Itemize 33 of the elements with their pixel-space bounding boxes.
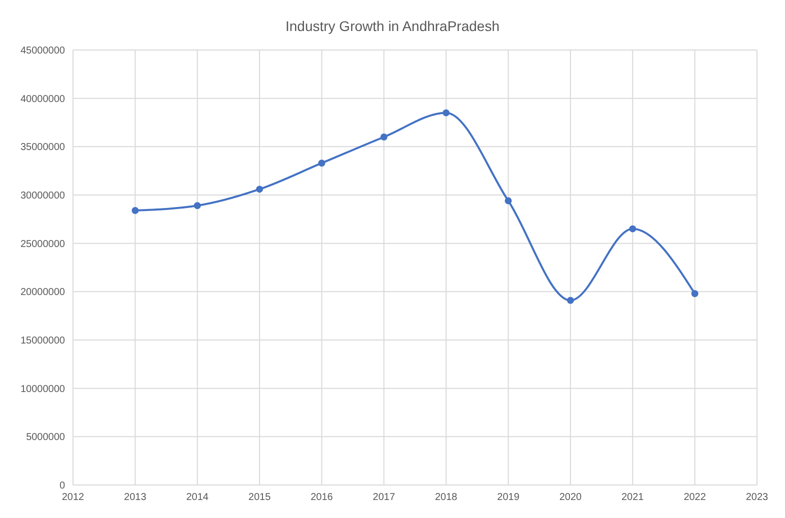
x-tick-label: 2014 xyxy=(186,492,209,504)
point xyxy=(380,134,388,140)
point xyxy=(629,225,636,232)
point xyxy=(132,206,139,214)
x-tick-label: 2015 xyxy=(248,492,272,504)
x-tick-label: 2022 xyxy=(684,492,706,504)
point xyxy=(318,160,326,167)
y-tick-label: 5000000 xyxy=(26,432,66,444)
y-tick-label: 10000000 xyxy=(20,384,66,395)
x-tick-label: 2019 xyxy=(497,492,520,504)
point xyxy=(194,202,201,210)
y-tick-label: 35000000 xyxy=(20,142,66,154)
x-tick-label: 2020 xyxy=(559,492,582,504)
x-tick-label: 2023 xyxy=(746,492,769,504)
y-tick-label: 0 xyxy=(59,480,66,492)
y-tick-label: 20000000 xyxy=(20,287,66,298)
point xyxy=(504,197,512,204)
x-tick-label: 2018 xyxy=(434,492,458,504)
y-tick-label: 30000000 xyxy=(20,190,66,202)
y-tick-label: 15000000 xyxy=(20,336,66,347)
chart-title: Industry Growth in AndhraPradesh xyxy=(284,17,500,36)
point xyxy=(691,290,698,298)
y-tick-label: 45000000 xyxy=(20,46,66,57)
point xyxy=(256,186,264,193)
y-tick-label: 40000000 xyxy=(20,94,66,105)
x-tick-label: 2012 xyxy=(62,492,85,504)
x-tick-label: 2021 xyxy=(622,492,644,504)
point xyxy=(442,109,450,116)
x-tick-label: 2016 xyxy=(310,492,334,504)
point xyxy=(566,296,574,304)
x-tick-label: 2017 xyxy=(372,492,396,504)
y-tick-label: 25000000 xyxy=(20,238,66,250)
x-tick-label: 2013 xyxy=(124,492,147,504)
